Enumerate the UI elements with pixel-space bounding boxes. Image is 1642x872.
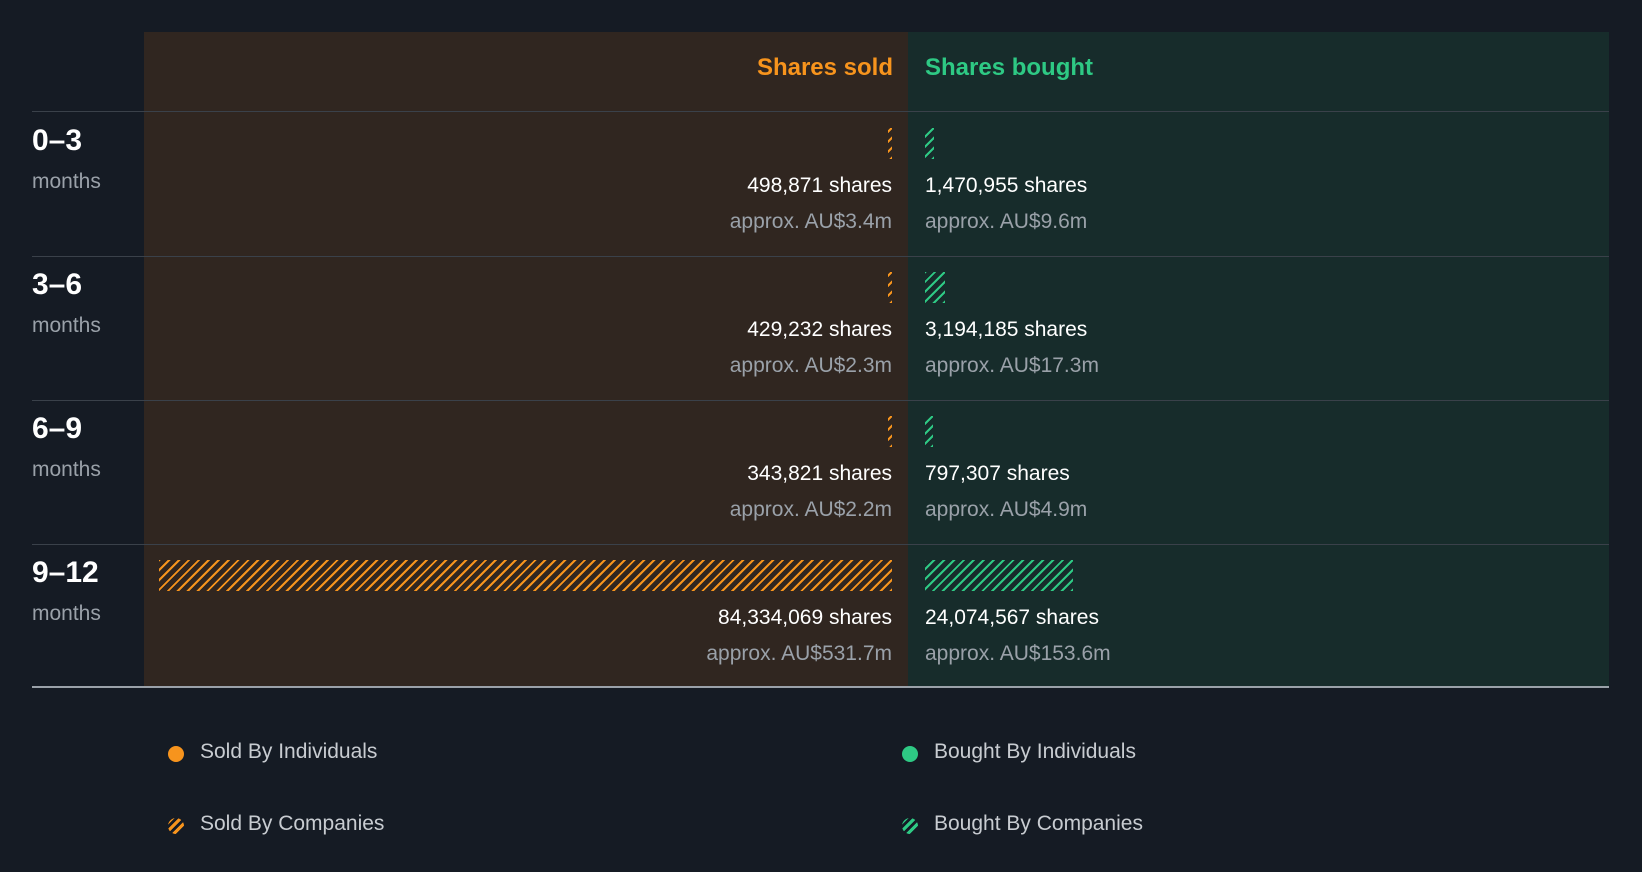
- bought-shares-label: 1,470,955 shares: [925, 174, 1088, 197]
- sold-bar: [888, 416, 892, 447]
- period-unit-label: months: [32, 458, 101, 481]
- legend-dot-icon: [168, 746, 184, 762]
- bought-bar: [925, 560, 1073, 591]
- bought-value-label: approx. AU$153.6m: [925, 642, 1111, 665]
- bought-value-label: approx. AU$9.6m: [925, 210, 1088, 233]
- sold-shares-label: 498,871 shares: [747, 174, 892, 197]
- period-row: 0–3 months 498,871 shares approx. AU$3.4m 1,…: [0, 112, 1642, 256]
- legend-label: Bought By Individuals: [934, 740, 1136, 763]
- bought-shares-label: 3,194,185 shares: [925, 318, 1088, 341]
- sold-value-label: approx. AU$2.3m: [729, 354, 892, 377]
- shares-bought-header: Shares bought: [925, 54, 1094, 81]
- period-unit-label: months: [32, 602, 101, 625]
- legend-dot-icon: [902, 746, 918, 762]
- bottom-axis-line: [32, 686, 1609, 688]
- bought-bar: [925, 416, 933, 447]
- divider: [32, 111, 1609, 112]
- sold-bar: [159, 560, 892, 591]
- period-row: 9–12 months 84,334,069 shares approx. AU$53…: [0, 544, 1642, 688]
- bought-value-label: approx. AU$17.3m: [925, 354, 1099, 377]
- period-range-label: 3–6: [32, 268, 83, 301]
- sold-value-label: approx. AU$2.2m: [729, 498, 892, 521]
- bought-shares-label: 797,307 shares: [925, 462, 1070, 485]
- shares-sold-header: Shares sold: [756, 54, 893, 81]
- bought-bar: [925, 272, 945, 303]
- sold-shares-label: 84,334,069 shares: [718, 606, 892, 629]
- sold-shares-label: 429,232 shares: [747, 318, 892, 341]
- sold-value-label: approx. AU$3.4m: [729, 210, 892, 233]
- period-unit-label: months: [32, 170, 101, 193]
- row-divider: [32, 256, 1609, 257]
- sold-bar: [888, 272, 892, 303]
- legend-label: Sold By Companies: [200, 812, 385, 835]
- sold-bar: [888, 128, 892, 159]
- bought-shares-label: 24,074,567 shares: [925, 606, 1099, 629]
- bought-bar: [925, 128, 934, 159]
- bought-value-label: approx. AU$4.9m: [925, 498, 1088, 521]
- legend-hatch-icon: [168, 818, 184, 834]
- row-divider: [32, 544, 1609, 545]
- legend-label: Bought By Companies: [934, 812, 1143, 835]
- period-row: 6–9 months 343,821 shares approx. AU$2.2m 79…: [0, 400, 1642, 544]
- period-range-label: 0–3: [32, 124, 83, 157]
- period-range-label: 6–9: [32, 412, 83, 445]
- row-divider: [32, 400, 1609, 401]
- period-range-label: 9–12: [32, 556, 99, 589]
- legend-hatch-icon: [902, 818, 918, 834]
- sold-shares-label: 343,821 shares: [747, 462, 892, 485]
- period-row: 3–6 months 429,232 shares approx. AU$2.3m 3,…: [0, 256, 1642, 400]
- period-unit-label: months: [32, 314, 101, 337]
- sold-value-label: approx. AU$531.7m: [706, 642, 892, 665]
- legend-label: Sold By Individuals: [200, 740, 378, 763]
